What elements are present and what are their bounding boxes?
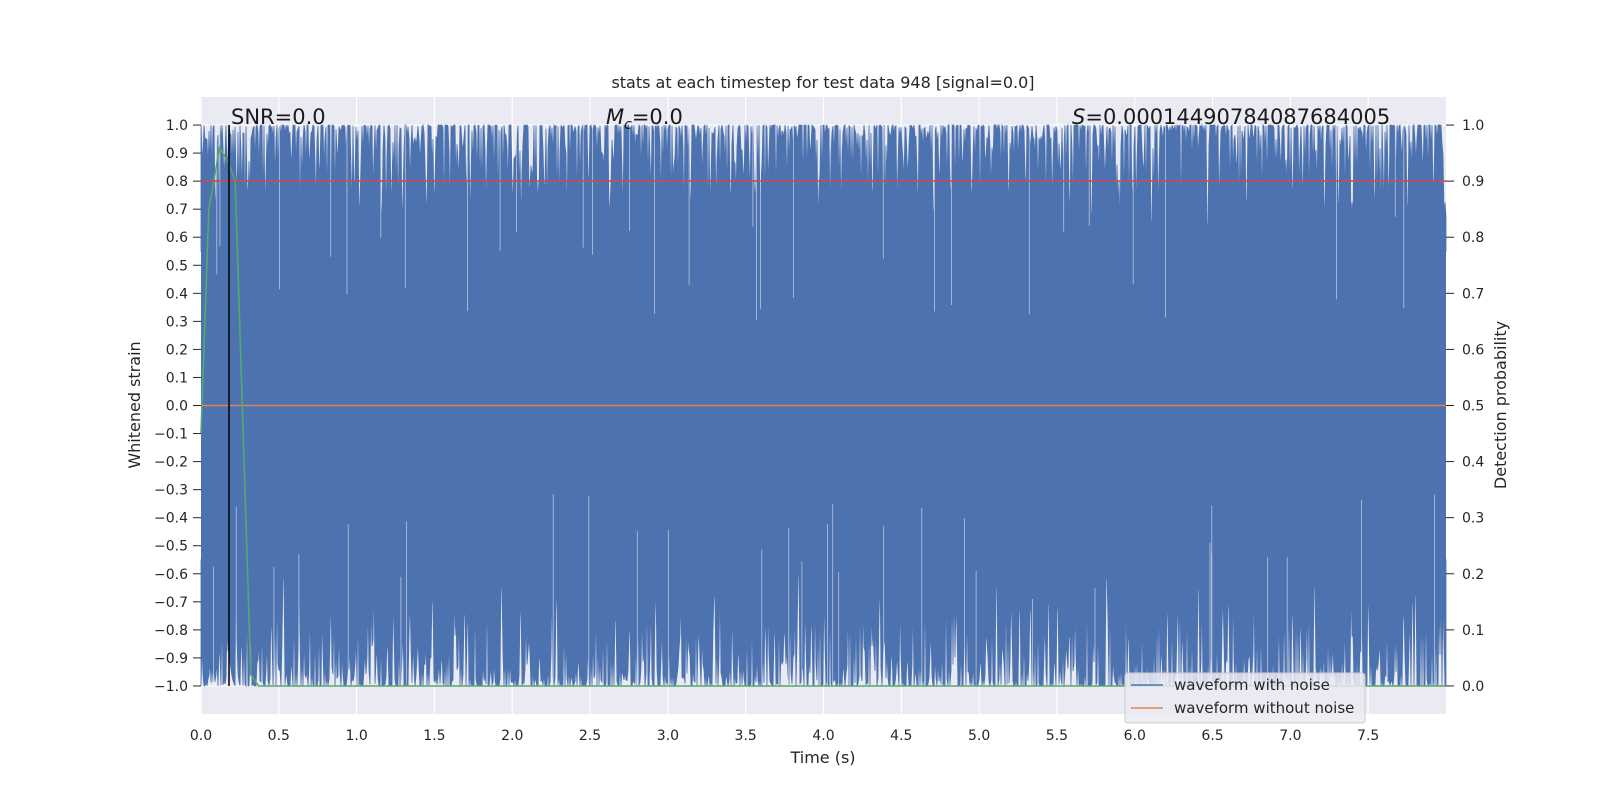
y-tick-label-6: 0.4 — [166, 286, 188, 302]
legend: waveform with noise waveform without noi… — [1124, 672, 1366, 724]
mc-symbol: M — [606, 105, 624, 129]
y-tick-label-0: 1.0 — [166, 118, 188, 134]
mc-subscript: c — [624, 117, 632, 133]
y-axis-label: Whitened strain — [125, 341, 144, 468]
x-tick-label-6: 3.0 — [657, 728, 679, 744]
y-tick-label-20: −1.0 — [154, 679, 188, 695]
y-tick-label-7: 0.3 — [166, 314, 188, 330]
y-tick-label-17: −0.7 — [154, 595, 188, 611]
x-tick-labels: 0.0 0.5 1.0 1.5 2.0 2.5 3.0 3.5 4.0 4.5 5.0 5.5 6.0 6… — [190, 728, 1379, 744]
chart-title: stats at each timestep for test data 948… — [611, 73, 1034, 92]
y-tick-labels: 1.0 0.9 0.8 0.7 0.6 0.5 0.4 0.3 0.2 0.1 0.0 −0.1 −0.… — [154, 118, 201, 695]
y-tick-label-15: −0.5 — [154, 539, 188, 555]
s-symbol: S — [1072, 105, 1085, 129]
y-tick-label-19: −0.9 — [154, 651, 188, 667]
y2-tick-label-7: 0.3 — [1462, 511, 1484, 527]
y-tick-label-1: 0.9 — [166, 146, 188, 162]
y2-tick-label-8: 0.2 — [1462, 567, 1484, 583]
snr-annotation: SNR=0.0 — [231, 105, 326, 129]
y2-tick-label-4: 0.6 — [1462, 342, 1484, 358]
mc-value: =0.0 — [632, 105, 683, 129]
y-tick-label-10: 0.0 — [166, 399, 188, 415]
y-tick-label-13: −0.3 — [154, 483, 188, 499]
x-tick-label-5: 2.5 — [579, 728, 601, 744]
y2-tick-label-1: 0.9 — [1462, 174, 1484, 190]
x-tick-label-13: 6.5 — [1201, 728, 1223, 744]
x-tick-label-8: 4.0 — [812, 728, 834, 744]
y2-tick-label-3: 0.7 — [1462, 286, 1484, 302]
y-tick-label-11: −0.1 — [154, 427, 188, 443]
x-tick-label-10: 5.0 — [968, 728, 990, 744]
x-tick-label-11: 5.5 — [1046, 728, 1068, 744]
x-axis-label: Time (s) — [789, 748, 855, 767]
s-value: =0.00014490784087684005 — [1085, 105, 1390, 129]
y-tick-label-3: 0.7 — [166, 202, 188, 218]
y2-tick-label-9: 0.1 — [1462, 623, 1484, 639]
y-tick-label-8: 0.2 — [166, 342, 188, 358]
y2-tick-label-5: 0.5 — [1462, 399, 1484, 415]
y2-tick-labels: 1.0 0.9 0.8 0.7 0.6 0.5 0.4 0.3 0.2 0.1 0.0 — [1446, 118, 1484, 695]
x-tick-label-1: 0.5 — [268, 728, 290, 744]
line-series — [200, 125, 1446, 687]
legend-label-with-noise: waveform with noise — [1174, 676, 1330, 694]
y-tick-label-2: 0.8 — [166, 174, 188, 190]
legend-label-without-noise: waveform without noise — [1174, 699, 1354, 717]
x-tick-label-14: 7.0 — [1279, 728, 1301, 744]
x-tick-label-9: 4.5 — [890, 728, 912, 744]
y-tick-label-12: −0.2 — [154, 455, 188, 471]
noise-upper-envelope — [200, 123, 1447, 252]
y-tick-label-18: −0.8 — [154, 623, 188, 639]
x-tick-label-0: 0.0 — [190, 728, 212, 744]
y2-tick-label-2: 0.8 — [1462, 230, 1484, 246]
s-annotation: S=0.00014490784087684005 — [1072, 105, 1390, 129]
y-tick-label-9: 0.1 — [166, 370, 188, 386]
x-tick-label-3: 1.5 — [423, 728, 445, 744]
mc-annotation: Mc=0.0 — [606, 105, 683, 133]
y-tick-label-4: 0.6 — [166, 230, 188, 246]
x-tick-label-2: 1.0 — [345, 728, 367, 744]
x-tick-label-12: 6.0 — [1124, 728, 1146, 744]
y2-tick-label-10: 0.0 — [1462, 679, 1484, 695]
y-tick-label-16: −0.6 — [154, 567, 188, 583]
x-tick-label-4: 2.0 — [501, 728, 523, 744]
x-tick-label-15: 7.5 — [1357, 728, 1379, 744]
legend-box — [1124, 672, 1366, 724]
y2-axis-label: Detection probability — [1491, 321, 1510, 489]
y-tick-label-14: −0.4 — [154, 511, 188, 527]
y-tick-label-5: 0.5 — [166, 258, 188, 274]
x-tick-label-7: 3.5 — [735, 728, 757, 744]
y2-tick-label-6: 0.4 — [1462, 455, 1484, 471]
y2-tick-label-0: 1.0 — [1462, 118, 1484, 134]
